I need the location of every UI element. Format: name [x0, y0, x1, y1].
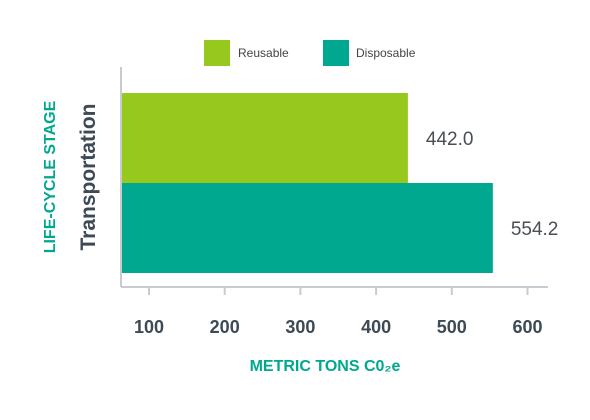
x-tick-label: 100	[134, 317, 164, 337]
legend-label-reusable: Reusable	[238, 46, 289, 60]
x-tick-label: 500	[437, 317, 467, 337]
bar-disposable	[121, 183, 493, 273]
category-label-transportation: Transportation	[77, 103, 100, 250]
x-tick-label: 600	[512, 317, 542, 337]
value-label-reusable: 442.0	[426, 129, 474, 150]
x-axis-ticks: 100 200 300 400 500 600	[134, 287, 543, 337]
x-axis-title: METRIC TONS C0₂e	[250, 358, 401, 375]
legend: Reusable Disposable	[204, 40, 416, 66]
legend-swatch-disposable	[323, 40, 349, 66]
x-tick-label: 400	[361, 317, 391, 337]
value-label-disposable: 554.2	[511, 219, 559, 240]
bar-reusable	[121, 93, 408, 183]
x-tick-label: 300	[285, 317, 315, 337]
y-axis-title: LIFE-CYCLE STAGE	[42, 100, 59, 253]
legend-label-disposable: Disposable	[356, 46, 416, 60]
x-tick-label: 200	[210, 317, 240, 337]
bars-group	[121, 93, 493, 273]
legend-swatch-reusable	[204, 40, 230, 66]
